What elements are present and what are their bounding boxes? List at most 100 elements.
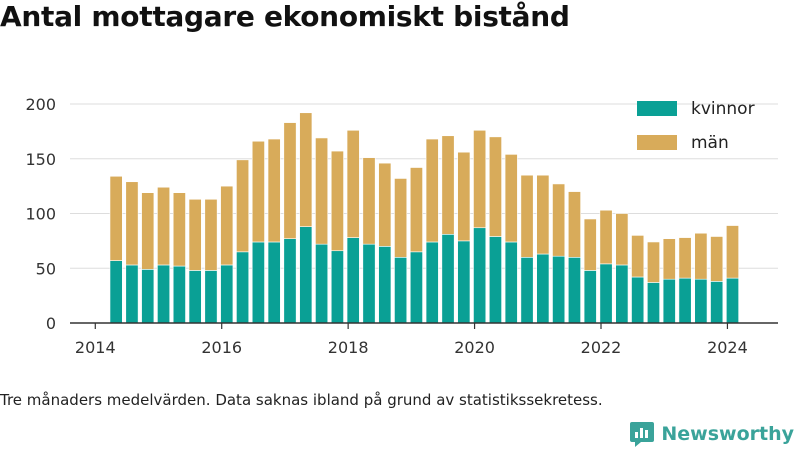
bar-kvinnor xyxy=(157,264,171,324)
bar-kvinnor xyxy=(236,251,250,324)
newsworthy-logo-icon xyxy=(630,422,655,447)
bar-kvinnor xyxy=(567,256,581,324)
bar-kvinnor xyxy=(267,241,281,324)
bar-man xyxy=(220,185,234,266)
bar-kvinnor xyxy=(346,237,360,324)
bar-kvinnor xyxy=(125,264,139,324)
x-tick-label: 2018 xyxy=(328,338,369,357)
bar-man xyxy=(488,136,502,237)
bar-man xyxy=(125,181,139,266)
x-tick-label: 2022 xyxy=(581,338,622,357)
legend-swatch xyxy=(637,101,677,116)
bar-man xyxy=(204,198,218,271)
y-tick-label: 0 xyxy=(46,314,56,333)
y-tick-label: 50 xyxy=(36,259,56,278)
bar-man xyxy=(473,129,487,229)
bar-kvinnor xyxy=(552,255,566,324)
bar-man xyxy=(394,178,408,258)
x-tick-label: 2024 xyxy=(707,338,748,357)
gridlines xyxy=(70,103,778,269)
bar-man xyxy=(536,174,550,255)
bar-kvinnor xyxy=(251,241,265,324)
x-tick-label: 2014 xyxy=(75,338,116,357)
x-tick-label: 2020 xyxy=(454,338,495,357)
y-axis: 0 50 100 150 200 xyxy=(25,95,56,333)
bar-kvinnor xyxy=(520,256,534,324)
bar-man xyxy=(378,162,392,247)
bar-man xyxy=(330,150,344,252)
x-axis: 2014 2016 2018 2020 2022 2024 xyxy=(70,322,778,357)
bar-kvinnor xyxy=(204,270,218,324)
bar-kvinnor xyxy=(409,251,423,324)
bar-kvinnor xyxy=(488,236,502,324)
bar-man xyxy=(710,236,724,282)
bar-man xyxy=(457,151,471,242)
bar-man xyxy=(315,137,329,245)
bar-kvinnor xyxy=(473,227,487,324)
y-tick-label: 100 xyxy=(25,205,56,224)
bar-man xyxy=(109,175,123,261)
bar-man xyxy=(425,138,439,243)
legend: kvinnor män xyxy=(637,99,755,153)
bar-man xyxy=(678,237,692,279)
bar-man xyxy=(172,192,186,267)
bar-man xyxy=(267,138,281,243)
bar-kvinnor xyxy=(536,253,550,324)
bar-kvinnor xyxy=(188,270,202,324)
bar-kvinnor xyxy=(647,282,660,324)
bar-kvinnor xyxy=(299,226,313,324)
bar-kvinnor xyxy=(678,277,692,324)
bar-kvinnor xyxy=(457,240,471,324)
bar-kvinnor xyxy=(109,260,123,324)
bar-man xyxy=(362,157,376,245)
bar-kvinnor xyxy=(220,264,234,324)
bar-man xyxy=(520,174,534,258)
bar-man xyxy=(409,167,423,253)
bar-kvinnor xyxy=(441,234,455,324)
bar-man xyxy=(615,213,629,266)
legend-label: kvinnor xyxy=(691,99,755,119)
bar-kvinnor xyxy=(315,243,329,324)
bar-man xyxy=(299,112,313,227)
bar-kvinnor xyxy=(599,263,613,324)
bar-kvinnor xyxy=(425,241,439,324)
bar-man xyxy=(346,129,360,238)
bar-man xyxy=(567,191,581,258)
bar-kvinnor xyxy=(378,246,392,324)
chart-title: Antal mottagare ekonomiskt bistånd xyxy=(0,0,570,33)
bar-man xyxy=(583,218,597,271)
bar-kvinnor xyxy=(172,265,186,324)
bar-kvinnor xyxy=(283,238,297,324)
bar-kvinnor xyxy=(394,256,408,324)
bar-kvinnor xyxy=(362,243,376,324)
bar-man xyxy=(141,192,155,270)
bar-kvinnor xyxy=(330,250,344,324)
bar-man xyxy=(441,135,455,235)
bar-kvinnor xyxy=(694,278,708,324)
y-tick-label: 200 xyxy=(25,95,56,114)
bar-man xyxy=(599,209,613,265)
x-tick-label: 2016 xyxy=(201,338,242,357)
bar-man xyxy=(552,183,566,257)
legend-label: män xyxy=(691,133,729,153)
brand-name: Newsworthy xyxy=(661,423,794,445)
bar-man xyxy=(188,198,202,271)
bar-man xyxy=(662,238,676,280)
bar-kvinnor xyxy=(726,277,739,324)
y-tick-label: 150 xyxy=(25,150,56,169)
brand-logo[interactable]: Newsworthy xyxy=(629,420,794,448)
bar-kvinnor xyxy=(710,281,724,324)
bar-man xyxy=(236,159,250,253)
bar-kvinnor xyxy=(583,270,597,324)
bar-kvinnor xyxy=(504,241,518,324)
bar-man xyxy=(647,241,660,283)
bar-man xyxy=(726,225,739,279)
bar-kvinnor xyxy=(631,276,645,324)
bar-kvinnor xyxy=(615,264,629,324)
bar-kvinnor xyxy=(662,278,676,324)
bar-kvinnor xyxy=(141,269,155,324)
bar-man xyxy=(694,232,708,280)
bar-man xyxy=(283,122,297,239)
bar-man xyxy=(251,140,265,243)
